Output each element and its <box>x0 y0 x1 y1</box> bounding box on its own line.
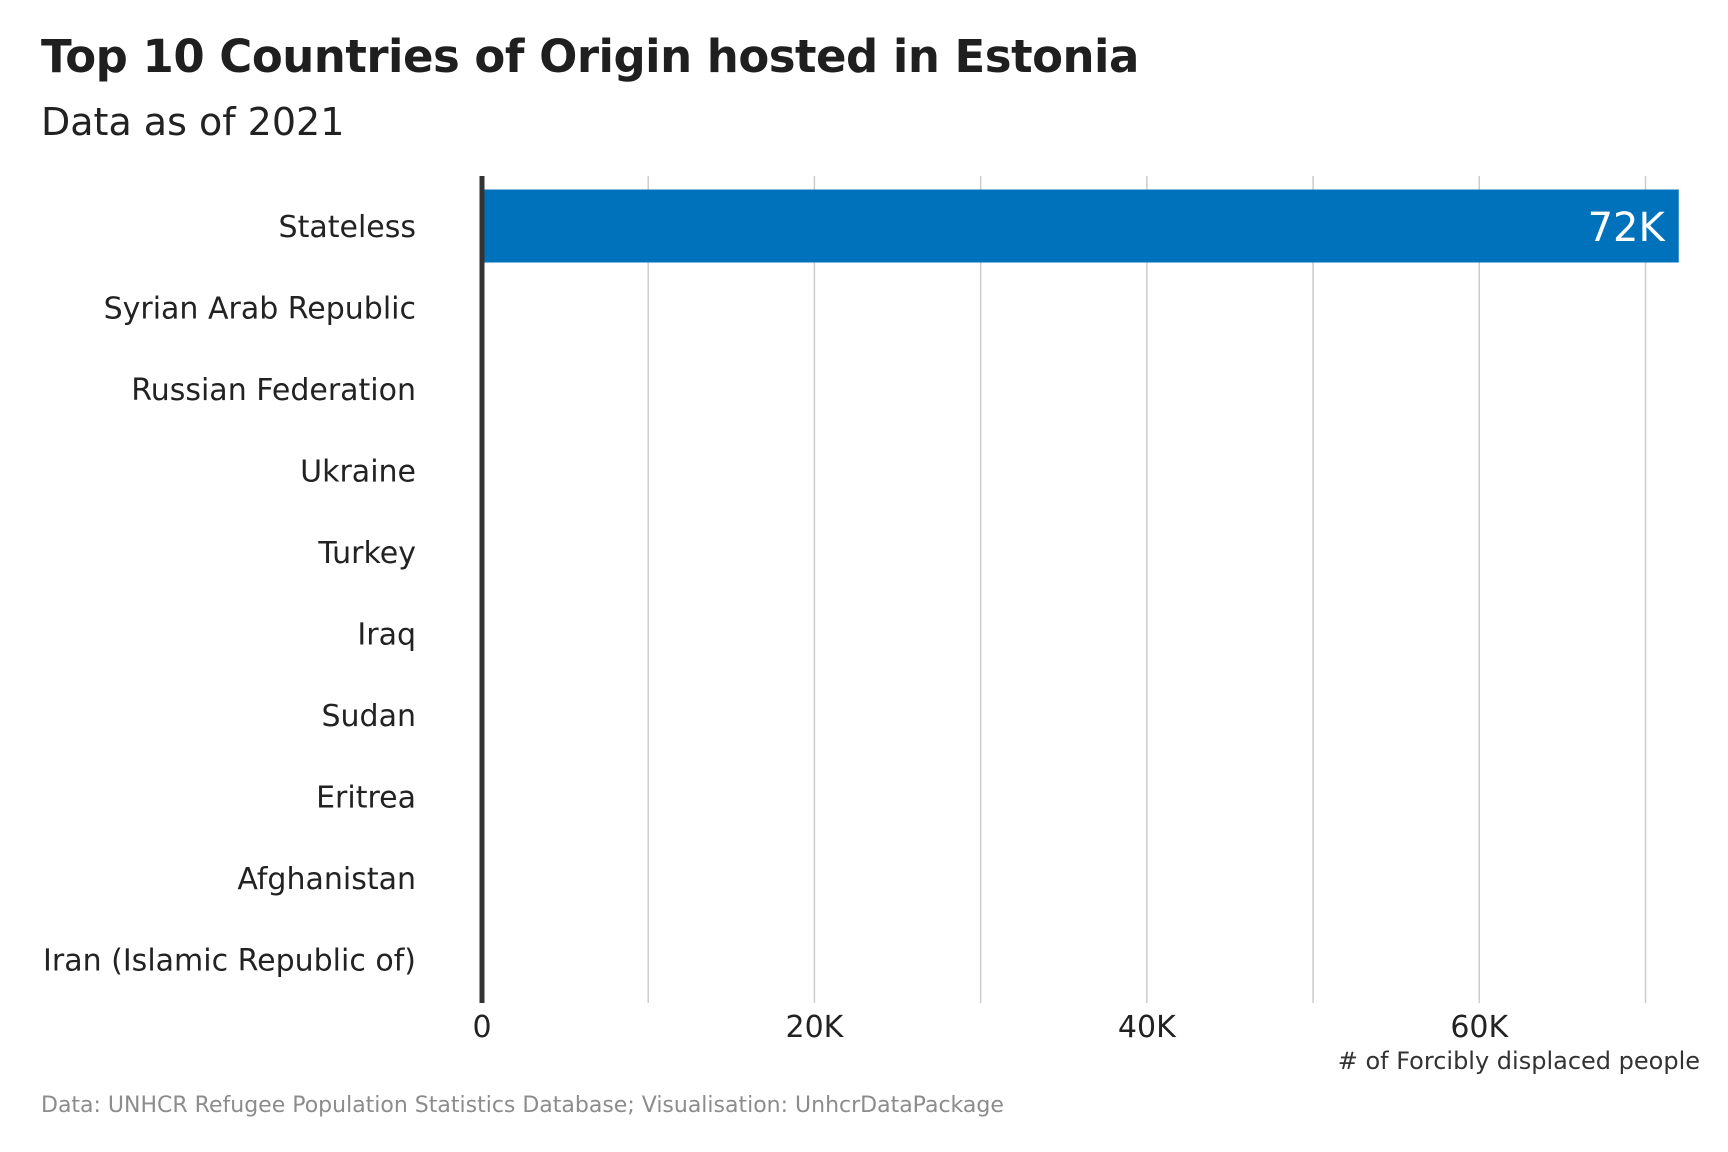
y-tick-label: Sudan <box>322 699 417 734</box>
bars <box>482 189 1679 263</box>
y-tick-label: Ukraine <box>300 455 416 490</box>
chart-title: Top 10 Countries of Origin hosted in Est… <box>41 30 1139 83</box>
y-tick-label: Iraq <box>357 618 416 653</box>
x-tick-label: 0 <box>472 1010 491 1045</box>
x-tick-label: 60K <box>1450 1010 1509 1045</box>
bar <box>482 189 1679 263</box>
source-caption: Data: UNHCR Refugee Population Statistic… <box>41 1093 1004 1118</box>
x-axis-title: # of Forcibly displaced people <box>1338 1047 1700 1075</box>
x-tick-label: 40K <box>1118 1010 1177 1045</box>
y-tick-label: Syrian Arab Republic <box>104 292 416 327</box>
labels: Stateless 72K Syrian Arab Republic Russian … <box>43 205 1700 1075</box>
y-tick-label: Stateless <box>279 210 416 245</box>
y-tick-label: Turkey <box>317 536 416 571</box>
y-tick-label: Afghanistan <box>237 862 416 897</box>
grid-lines <box>647 176 1647 1003</box>
chart-subtitle: Data as of 2021 <box>41 100 345 144</box>
x-tick-label: 20K <box>785 1010 844 1045</box>
y-tick-label: Eritrea <box>316 781 416 816</box>
y-tick-label: Russian Federation <box>131 373 416 408</box>
bar-data-label: 72K <box>1588 205 1667 251</box>
y-tick-label: Iran (Islamic Republic of) <box>43 944 416 979</box>
